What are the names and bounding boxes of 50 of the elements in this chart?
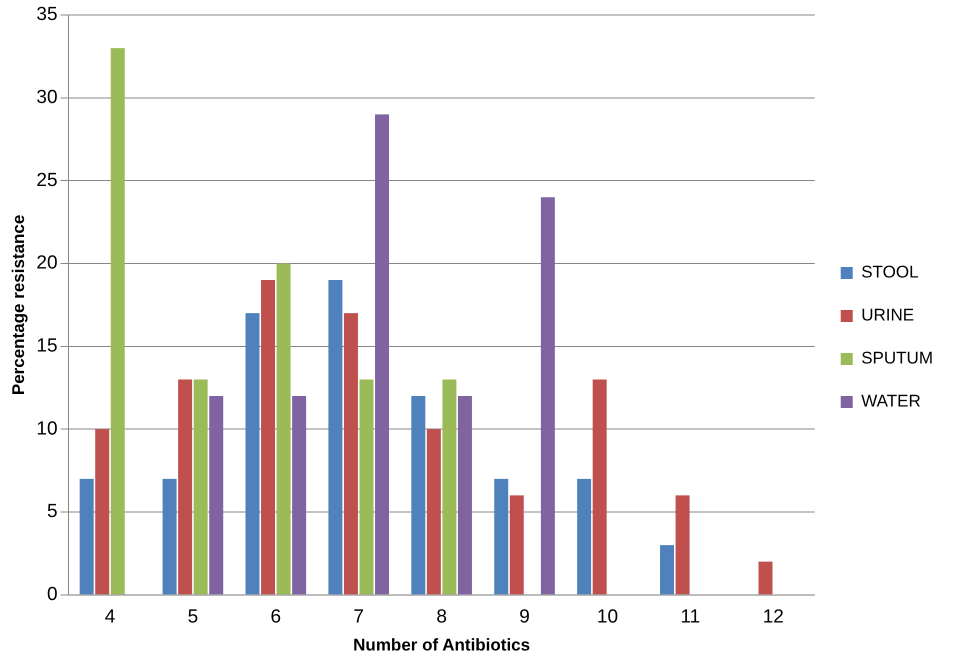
y-tick-label: 5 bbox=[46, 501, 58, 522]
bar bbox=[458, 396, 472, 594]
bar bbox=[359, 379, 374, 594]
x-tick-label: 6 bbox=[270, 606, 282, 628]
x-tick-label: 7 bbox=[353, 606, 364, 628]
bar bbox=[162, 478, 177, 594]
bar bbox=[80, 478, 94, 594]
bar bbox=[592, 379, 607, 594]
bar bbox=[494, 478, 508, 594]
x-tick-label: 11 bbox=[680, 606, 700, 628]
bar bbox=[344, 313, 358, 594]
x-tick-label: 9 bbox=[519, 606, 530, 628]
bar bbox=[261, 280, 276, 594]
y-tick-label: 30 bbox=[36, 87, 58, 108]
y-tick-label: 25 bbox=[36, 170, 58, 191]
bar bbox=[178, 379, 192, 594]
x-tick-label: 4 bbox=[104, 606, 116, 628]
bar bbox=[276, 263, 291, 594]
legend-label: SPUTUM bbox=[861, 348, 934, 368]
bar bbox=[577, 478, 592, 594]
y-tick-label: 35 bbox=[36, 4, 58, 26]
bar bbox=[540, 197, 555, 594]
bar bbox=[442, 379, 456, 594]
bar bbox=[95, 429, 110, 594]
bar bbox=[110, 48, 125, 594]
y-axis-title: Percentage resistance bbox=[8, 214, 28, 396]
bar bbox=[510, 495, 524, 594]
x-tick-label: 5 bbox=[188, 606, 198, 628]
y-tick-label: 15 bbox=[36, 336, 58, 357]
legend-label: WATER bbox=[861, 392, 921, 411]
legend-label: URINE bbox=[861, 306, 914, 325]
bar bbox=[426, 429, 441, 594]
bar bbox=[209, 396, 224, 594]
y-tick-label: 20 bbox=[36, 252, 58, 274]
bar bbox=[758, 562, 772, 594]
x-tick-label: 10 bbox=[596, 606, 618, 628]
bar bbox=[411, 396, 426, 594]
x-tick-label: 8 bbox=[436, 606, 447, 628]
x-axis-title: Number of Antibiotics bbox=[353, 635, 530, 654]
bar bbox=[292, 396, 306, 594]
bar bbox=[676, 495, 690, 594]
y-tick-label: 0 bbox=[46, 584, 58, 606]
bar bbox=[245, 313, 260, 594]
legend-label: STOOL bbox=[861, 262, 919, 282]
bar bbox=[328, 280, 342, 594]
y-tick-label: 10 bbox=[36, 418, 58, 440]
bar bbox=[194, 379, 208, 594]
bar bbox=[660, 545, 674, 594]
x-tick-label: 12 bbox=[762, 606, 784, 628]
bar bbox=[375, 114, 390, 594]
